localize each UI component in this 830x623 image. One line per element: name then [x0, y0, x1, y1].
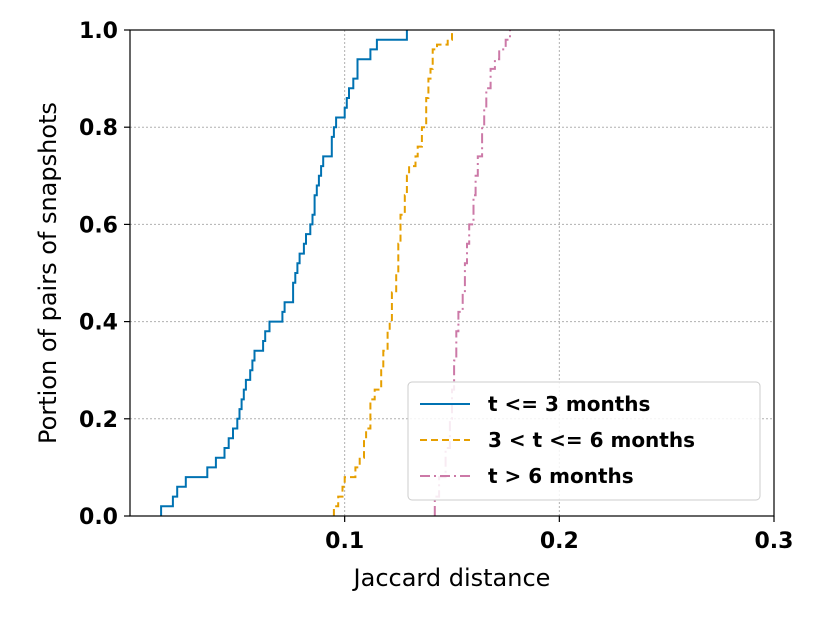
legend-label-3-to-6-months: 3 < t <= 6 months: [488, 428, 695, 452]
series-line-1: [332, 30, 453, 516]
y-tick-label: 0.0: [79, 505, 118, 530]
legend-label-t-gt-6-months: t > 6 months: [488, 464, 634, 488]
y-tick-label: 0.4: [79, 311, 118, 336]
legend: t <= 3 months 3 < t <= 6 months t > 6 mo…: [407, 381, 761, 501]
y-tick-label: 0.6: [79, 213, 118, 238]
x-tick-label: 0.2: [540, 529, 579, 554]
y-tick-label: 0.2: [79, 408, 118, 433]
x-axis-title: Jaccard distance: [352, 564, 551, 592]
y-axis-title: Portion of pairs of snapshots: [34, 102, 62, 444]
series-line-0: [160, 30, 408, 516]
legend-box: [407, 381, 761, 501]
series-line-2: [433, 30, 511, 516]
plot-frame: [129, 29, 775, 517]
x-tick-label: 0.3: [755, 529, 794, 554]
y-tick-label: 0.8: [79, 116, 118, 141]
y-tick-label: 1.0: [79, 19, 118, 44]
legend-label-t-le-3-months: t <= 3 months: [488, 392, 650, 416]
x-tick-label: 0.1: [325, 529, 364, 554]
series-layer: [160, 30, 511, 516]
axis-ticks: 0.1 0.2 0.3 0.0 0.2 0.4 0.6 0.8 1.0: [79, 19, 793, 554]
